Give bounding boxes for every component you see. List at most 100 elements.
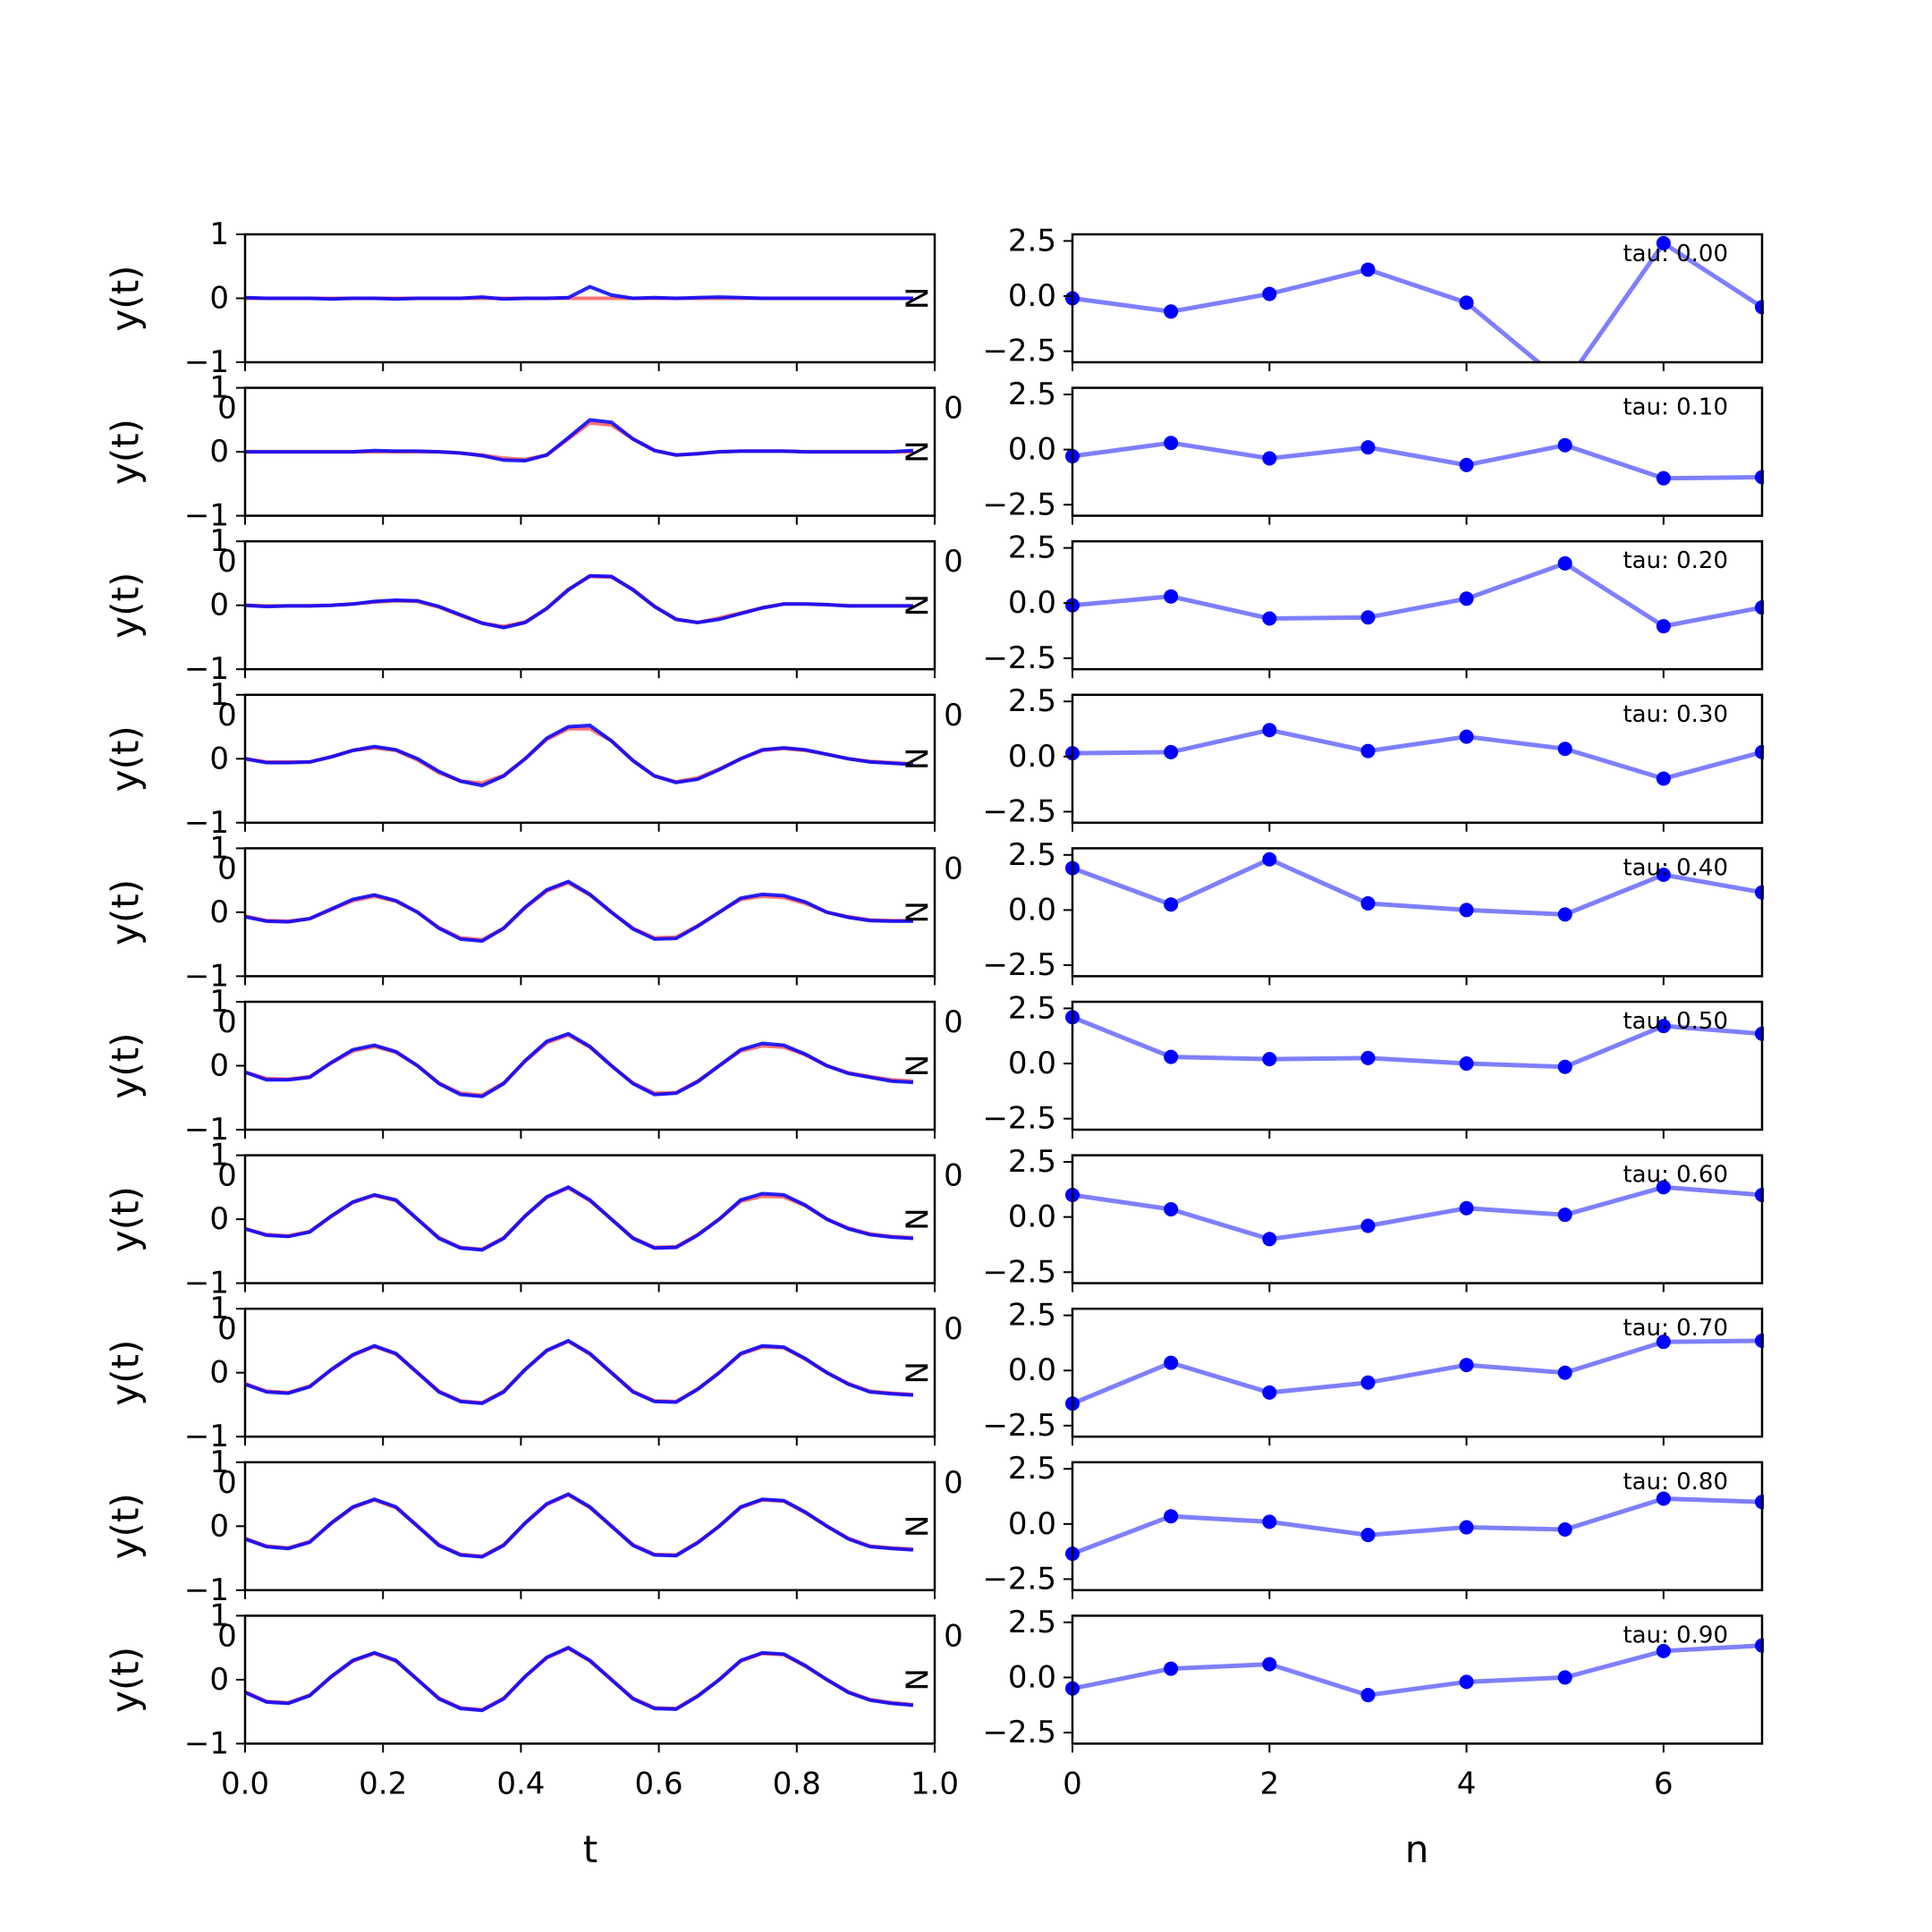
y-tick-label: 0.0	[1008, 1506, 1056, 1542]
y-tick-label: 2.5	[1008, 1605, 1056, 1640]
series-line	[1072, 1014, 1763, 1070]
stray-n-label: N	[898, 287, 934, 309]
y-tick-label: 0.0	[1008, 432, 1056, 468]
x-tick-label: 0.0	[221, 1766, 269, 1801]
y-tick-label: 0	[209, 894, 229, 930]
data-point	[1360, 1375, 1376, 1390]
y-tick-label: −1	[184, 1572, 229, 1608]
data-point	[1164, 744, 1179, 759]
tau-label: tau: 0.20	[1623, 547, 1728, 574]
data-point	[1164, 589, 1179, 604]
data-point	[1164, 436, 1179, 451]
x-tick-label: 0	[1063, 1766, 1082, 1801]
tau-label: tau: 0.50	[1623, 1008, 1728, 1035]
left-panel: N10−1y(t)0 0	[104, 1445, 963, 1608]
series-line	[1072, 561, 1763, 629]
x-tick-label: 6	[1654, 1766, 1674, 1801]
stray-zero-label: 0	[217, 1158, 237, 1194]
data-point	[1557, 1670, 1572, 1685]
data-point	[1557, 1521, 1572, 1537]
right-panel: tau: 0.30 2.5 0.0 −2.5	[982, 683, 1764, 832]
y-tick-label: 0	[209, 741, 229, 776]
y-tick-label: −1	[184, 651, 229, 687]
y-tick-label: 1	[209, 1445, 229, 1480]
right-panel-frame	[1071, 1154, 1764, 1284]
x-tick-label: 2	[1259, 1766, 1279, 1801]
y-tick-label: 2.5	[1008, 223, 1056, 258]
x-tick-label: 0.6	[635, 1766, 683, 1801]
y-axis-title: y(t)	[104, 265, 148, 331]
data-point	[1459, 1520, 1474, 1535]
data-point	[1262, 852, 1277, 867]
x-tick-label: 0.4	[496, 1766, 545, 1801]
data-point	[1360, 1050, 1376, 1065]
data-point	[1262, 1232, 1277, 1247]
right-panel-frame	[1071, 1000, 1764, 1131]
blue-series-line	[245, 879, 913, 944]
y-tick-label: −1	[184, 1112, 229, 1148]
stray-zero-label: 0	[944, 1158, 963, 1194]
stray-n-label: N	[898, 1668, 934, 1690]
series-line	[1072, 240, 1764, 362]
left-panel: N 1 0 −1 y(t)	[104, 216, 936, 380]
blue-series-line	[245, 284, 913, 301]
data-point	[1360, 262, 1376, 277]
y-tick-label: −1	[184, 958, 229, 994]
data-point	[1459, 295, 1474, 310]
left-panel: N10−1y(t)0 0	[104, 830, 963, 994]
y-tick-label: 0.0	[1008, 1046, 1056, 1081]
data-point	[1557, 1059, 1572, 1074]
right-panel: tau: 0.60 2.5 0.0 −2.5	[982, 1144, 1764, 1292]
y-tick-label: −1	[184, 498, 229, 534]
stray-zero-label: 0	[944, 391, 963, 427]
stray-zero-label: 0	[217, 1618, 237, 1654]
data-point	[1656, 619, 1671, 634]
y-axis-title: y(t)	[104, 725, 148, 792]
y-tick-label: −2.5	[982, 1715, 1056, 1750]
y-tick-label: 0	[209, 1201, 229, 1237]
y-tick-label: 2.5	[1008, 837, 1056, 873]
y-tick-label: −2.5	[982, 1408, 1056, 1444]
y-tick-label: 2.5	[1008, 1451, 1056, 1487]
data-point	[1656, 470, 1671, 486]
data-point	[1360, 1218, 1376, 1233]
blue-series-line	[245, 724, 914, 788]
data-point	[1656, 235, 1671, 250]
y-tick-label: −1	[184, 1419, 229, 1454]
data-point	[1557, 437, 1572, 453]
y-tick-label: 2.5	[1008, 990, 1056, 1026]
left-panel: N10−1y(t)0 0	[104, 523, 963, 687]
y-tick-label: −2.5	[982, 1101, 1056, 1137]
right-panel: tau: 0.40 2.5 0.0 −2.5	[982, 837, 1764, 986]
right-panel: tau: 0.10 2.5 0.0 −2.5	[982, 377, 1764, 525]
y-tick-label: 1	[209, 830, 229, 866]
data-point	[1262, 1385, 1277, 1400]
right-panel: tau: 0.20 2.5 0.0 −2.5	[982, 530, 1764, 679]
y-tick-label: 0.0	[1008, 1199, 1056, 1235]
series-line	[1072, 1184, 1763, 1241]
y-axis-title: y(t)	[104, 1186, 148, 1252]
y-axis-title: y(t)	[104, 1032, 148, 1098]
series-line	[1072, 856, 1763, 917]
y-tick-label: 2.5	[1008, 530, 1056, 566]
right-panel: tau: 0.70 2.5 0.0 −2.5	[982, 1298, 1764, 1446]
data-point	[1262, 1657, 1277, 1672]
y-tick-label: 1	[209, 370, 229, 406]
y-tick-label: 1	[209, 216, 229, 252]
data-point	[1656, 867, 1671, 882]
stray-zero-label: 0	[217, 698, 237, 733]
y-tick-label: 2.5	[1008, 1144, 1056, 1180]
y-tick-label: 1	[209, 1597, 229, 1633]
data-point	[1164, 304, 1179, 319]
blue-series-line	[245, 1031, 914, 1098]
stray-n-label: N	[898, 594, 934, 616]
right-x-axis-title: n	[1405, 1827, 1429, 1871]
stray-zero-label: 0	[217, 391, 237, 427]
stray-n-label: N	[898, 748, 934, 770]
y-tick-label: 0.0	[1008, 1352, 1056, 1388]
y-tick-label: 0.0	[1008, 892, 1056, 928]
data-point	[1459, 902, 1474, 918]
right-panel-frame	[1071, 1307, 1764, 1438]
data-point	[1557, 741, 1572, 757]
y-tick-label: −1	[184, 1266, 229, 1301]
